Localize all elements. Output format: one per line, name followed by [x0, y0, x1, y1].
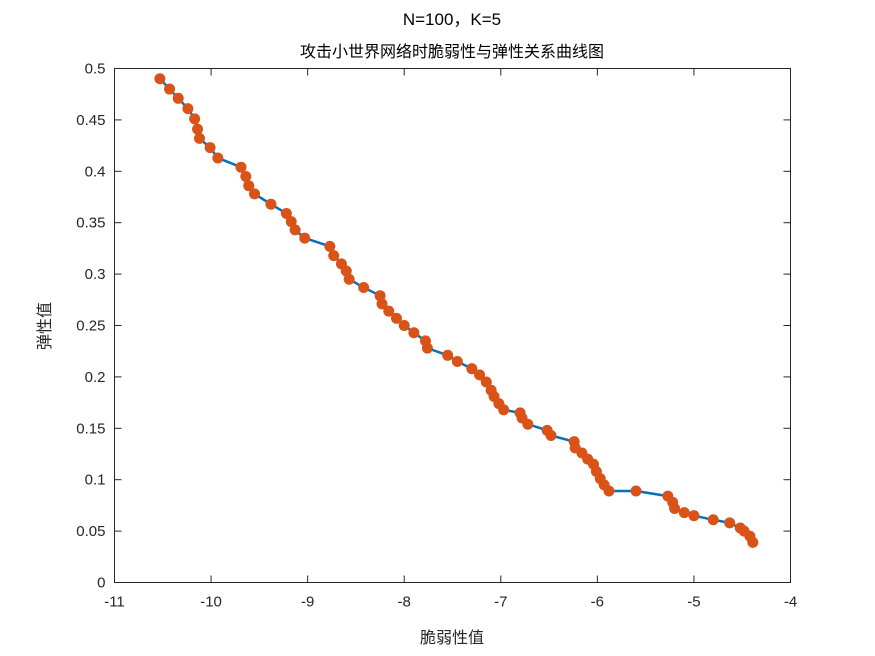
data-point	[343, 273, 355, 285]
data-point	[398, 320, 410, 331]
x-tick-label: -4	[784, 594, 797, 611]
data-point	[240, 170, 252, 182]
x-tick-label: -9	[301, 594, 314, 611]
series-layer	[154, 73, 759, 548]
y-tick-label: 0.45	[76, 112, 105, 129]
y-tick-label: 0.2	[85, 369, 106, 386]
y-tick-label: 0.4	[85, 163, 106, 180]
data-point	[154, 73, 166, 85]
data-point	[182, 103, 194, 115]
data-point	[474, 369, 486, 381]
data-point	[265, 198, 277, 210]
x-tick-label: -11	[104, 594, 125, 611]
y-tick-label: 0.35	[76, 215, 105, 232]
x-tick-label: -5	[687, 594, 700, 611]
y-tick-label: 0.5	[85, 61, 106, 78]
data-point	[164, 83, 176, 95]
data-point	[324, 240, 336, 252]
x-tick-label: -7	[494, 594, 507, 611]
y-tick-label: 0.3	[85, 266, 106, 283]
data-point	[243, 180, 255, 192]
data-point	[390, 312, 402, 324]
data-point	[421, 342, 433, 354]
data-point	[630, 485, 642, 497]
data-point	[189, 113, 201, 125]
data-point	[480, 376, 492, 388]
data-point	[358, 281, 370, 293]
data-point	[212, 152, 224, 164]
data-point	[376, 298, 388, 310]
data-point	[678, 507, 690, 519]
data-point	[669, 502, 681, 514]
data-point	[383, 305, 395, 317]
data-point	[172, 92, 184, 104]
data-point	[328, 250, 340, 262]
data-point	[285, 216, 297, 228]
data-point	[451, 355, 463, 367]
data-point	[204, 142, 216, 154]
y-axis-label: 弹性值	[35, 302, 54, 350]
data-point	[299, 232, 311, 244]
data-point	[545, 430, 557, 441]
data-point	[442, 349, 454, 361]
y-tick-label: 0.1	[85, 472, 106, 489]
data-point	[688, 510, 700, 522]
chart-title-line2: 攻击小世界网络时脆弱性与弹性关系曲线图	[300, 42, 604, 61]
chart-title-line1: N=100，K=5	[403, 10, 501, 29]
x-tick-label: -10	[200, 594, 222, 611]
x-axis-label: 脆弱性值	[420, 628, 484, 647]
y-axis: 0 0.05 0.1 0.15 0.2 0.25 0.3 0.35 0.4 0.45 0.5	[76, 61, 791, 592]
y-tick-label: 0.05	[76, 523, 105, 540]
data-point	[192, 123, 204, 135]
data-point	[724, 517, 736, 529]
data-point	[747, 536, 759, 548]
data-point	[707, 514, 719, 526]
data-point	[466, 363, 478, 375]
x-tick-label: -6	[591, 594, 604, 611]
data-point	[249, 188, 261, 200]
y-tick-label: 0.15	[76, 420, 105, 437]
x-tick-label: -8	[398, 594, 411, 611]
data-point	[408, 327, 420, 339]
data-point	[603, 485, 615, 497]
data-point	[498, 404, 510, 416]
x-axis: -11 -10 -9 -8 -7 -6 -5 -4	[104, 68, 797, 611]
data-point	[235, 161, 247, 173]
data-point	[374, 290, 386, 302]
data-point	[522, 418, 534, 430]
data-point	[280, 207, 292, 219]
y-tick-label: 0.25	[76, 318, 105, 335]
data-point	[193, 132, 205, 144]
y-tick-label: 0	[97, 575, 105, 592]
data-point	[289, 224, 301, 236]
